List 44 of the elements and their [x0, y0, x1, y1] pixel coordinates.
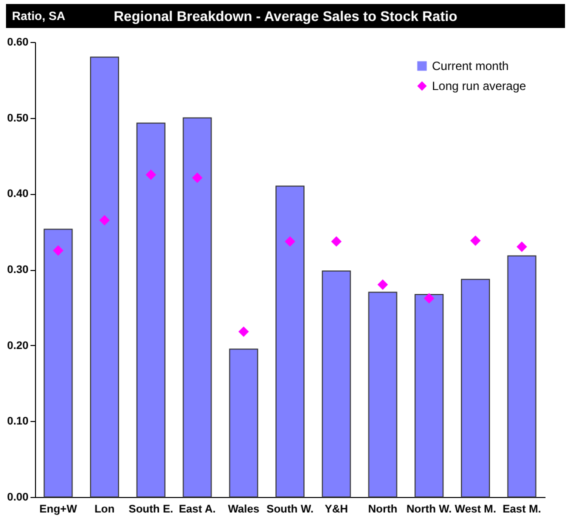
legend-label: Long run average	[432, 79, 526, 93]
bar	[276, 186, 304, 498]
point	[331, 236, 342, 247]
point	[470, 235, 481, 246]
x-tick-label: Eng+W	[39, 504, 78, 516]
x-tick-label: South W.	[266, 504, 314, 516]
bar	[229, 348, 258, 498]
point	[99, 214, 110, 226]
x-tick-label: North W.	[406, 504, 452, 516]
bar	[136, 122, 166, 498]
bar	[322, 270, 351, 498]
x-tick-label: East A.	[178, 504, 216, 516]
y-tick-label: 0.50	[7, 112, 28, 124]
bar	[414, 294, 444, 498]
y-tick-label: 0.30	[7, 264, 28, 276]
chart-title: Regional Breakdown - Average Sales to Stock Ratio	[114, 8, 458, 24]
point	[424, 293, 434, 304]
x-tick-label: South E.	[128, 504, 174, 516]
bar	[182, 117, 212, 498]
point	[516, 242, 528, 252]
point	[192, 172, 203, 183]
point	[146, 169, 156, 180]
bar	[368, 292, 398, 498]
y-tick-label: 0.60	[7, 36, 28, 48]
y-axis-title: Ratio, SA	[12, 8, 66, 25]
point	[377, 279, 388, 290]
legend-label: Current month	[432, 59, 509, 73]
x-tick-label: Lon	[94, 504, 115, 516]
point	[52, 245, 64, 256]
x-tick-label: West M.	[454, 504, 496, 516]
y-tick-label: 0.10	[7, 416, 28, 428]
point	[284, 236, 296, 247]
y-tick-label: 0.00	[7, 492, 28, 504]
bar	[507, 255, 536, 498]
x-tick-label: East M.	[502, 504, 542, 516]
y-tick-label: 0.20	[7, 340, 28, 352]
bar	[90, 56, 120, 498]
x-tick-label: North	[368, 504, 398, 516]
point	[238, 326, 249, 337]
x-tick-label: Wales	[228, 504, 260, 516]
x-tick-label: Y&H	[324, 504, 348, 516]
bar	[460, 278, 490, 498]
bar	[44, 228, 73, 498]
y-tick-label: 0.40	[7, 188, 28, 200]
